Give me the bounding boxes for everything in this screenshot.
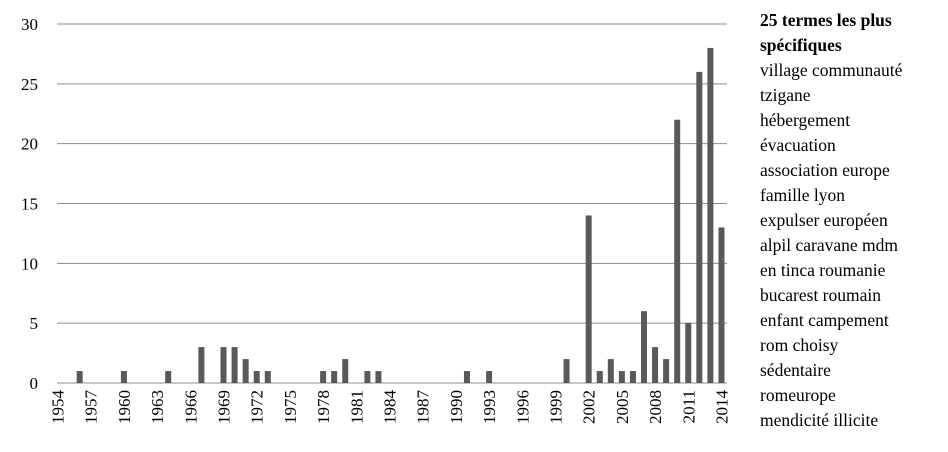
bar: [629, 371, 636, 383]
bar: [463, 371, 470, 383]
bar: [342, 359, 349, 383]
bar: [585, 215, 592, 383]
bar: [165, 371, 172, 383]
bar: [685, 323, 692, 383]
bar: [264, 371, 271, 383]
x-tick-label: 1996: [513, 390, 532, 424]
term: hébergement: [760, 110, 851, 130]
y-tick-label: 10: [21, 254, 38, 273]
bar: [253, 371, 260, 383]
bar: [120, 371, 127, 383]
y-tick-label: 25: [21, 75, 38, 94]
y-tick-label: 0: [30, 374, 39, 393]
term: tzigane: [760, 85, 811, 105]
bar: [663, 359, 670, 383]
x-tick-label: 1987: [414, 390, 433, 425]
bar: [198, 347, 205, 383]
x-tick-label: 1978: [314, 390, 333, 424]
bar: [331, 371, 338, 383]
bar: [486, 371, 493, 383]
term: enfant campement: [760, 310, 889, 330]
bar: [375, 371, 382, 383]
x-tick-label: 1966: [181, 390, 200, 424]
bar: [563, 359, 570, 383]
x-tick-label: 1999: [546, 390, 565, 424]
x-tick-label: 1972: [248, 390, 267, 424]
x-tick-label: 2011: [679, 390, 698, 423]
term: village communauté: [760, 60, 903, 80]
term: association europe: [760, 160, 890, 180]
term: mendicité illicite: [760, 410, 879, 430]
bar: [607, 359, 614, 383]
term: sédentaire: [760, 360, 831, 380]
term: expulser européen: [760, 210, 888, 230]
y-tick-label: 20: [21, 135, 38, 154]
bar: [674, 119, 681, 383]
term: bucarest roumain: [760, 285, 881, 305]
bar: [696, 71, 703, 383]
bar: [220, 347, 227, 383]
term-list: 25 termes les plus spécifiques village c…: [760, 8, 945, 433]
x-tick-label: 1975: [281, 390, 300, 424]
term: en tinca roumanie: [760, 260, 886, 280]
y-tick-label: 30: [21, 15, 38, 34]
bar: [76, 371, 83, 383]
x-tick-label: 2008: [646, 390, 665, 424]
term-list-title: 25 termes les plus spécifiques: [760, 10, 892, 55]
term: alpil caravane mdm: [760, 235, 898, 255]
term: évacuation: [760, 135, 836, 155]
x-tick-label: 2014: [712, 390, 731, 425]
x-tick-label: 1960: [115, 390, 134, 424]
bar: [231, 347, 238, 383]
y-tick-label: 5: [30, 314, 39, 333]
x-tick-label: 1954: [49, 390, 68, 425]
x-tick-label: 1981: [347, 390, 366, 424]
term: rom choisy: [760, 335, 839, 355]
x-tick-label: 1957: [82, 390, 101, 425]
term: romeurope: [760, 385, 836, 405]
bar: [242, 359, 249, 383]
y-tick-label: 15: [21, 195, 38, 214]
x-tick-label: 1963: [148, 390, 167, 424]
bar: [364, 371, 371, 383]
bar: [707, 47, 714, 383]
x-tick-label: 2005: [613, 390, 632, 424]
x-tick-label: 1990: [447, 390, 466, 424]
bar: [320, 371, 327, 383]
x-tick-label: 1969: [215, 390, 234, 424]
bar: [596, 371, 603, 383]
x-tick-label: 1993: [480, 390, 499, 424]
x-tick-label: 1984: [381, 390, 400, 425]
chart: 0 5 10 15 20 25 30 1954 1957 1960 1963 1966 1969 1972…: [21, 15, 731, 425]
bar: [718, 227, 725, 383]
bar: [618, 371, 625, 383]
term: famille lyon: [760, 185, 846, 205]
bar: [641, 311, 648, 383]
x-tick-label: 2002: [580, 390, 599, 424]
bar: [652, 347, 659, 383]
